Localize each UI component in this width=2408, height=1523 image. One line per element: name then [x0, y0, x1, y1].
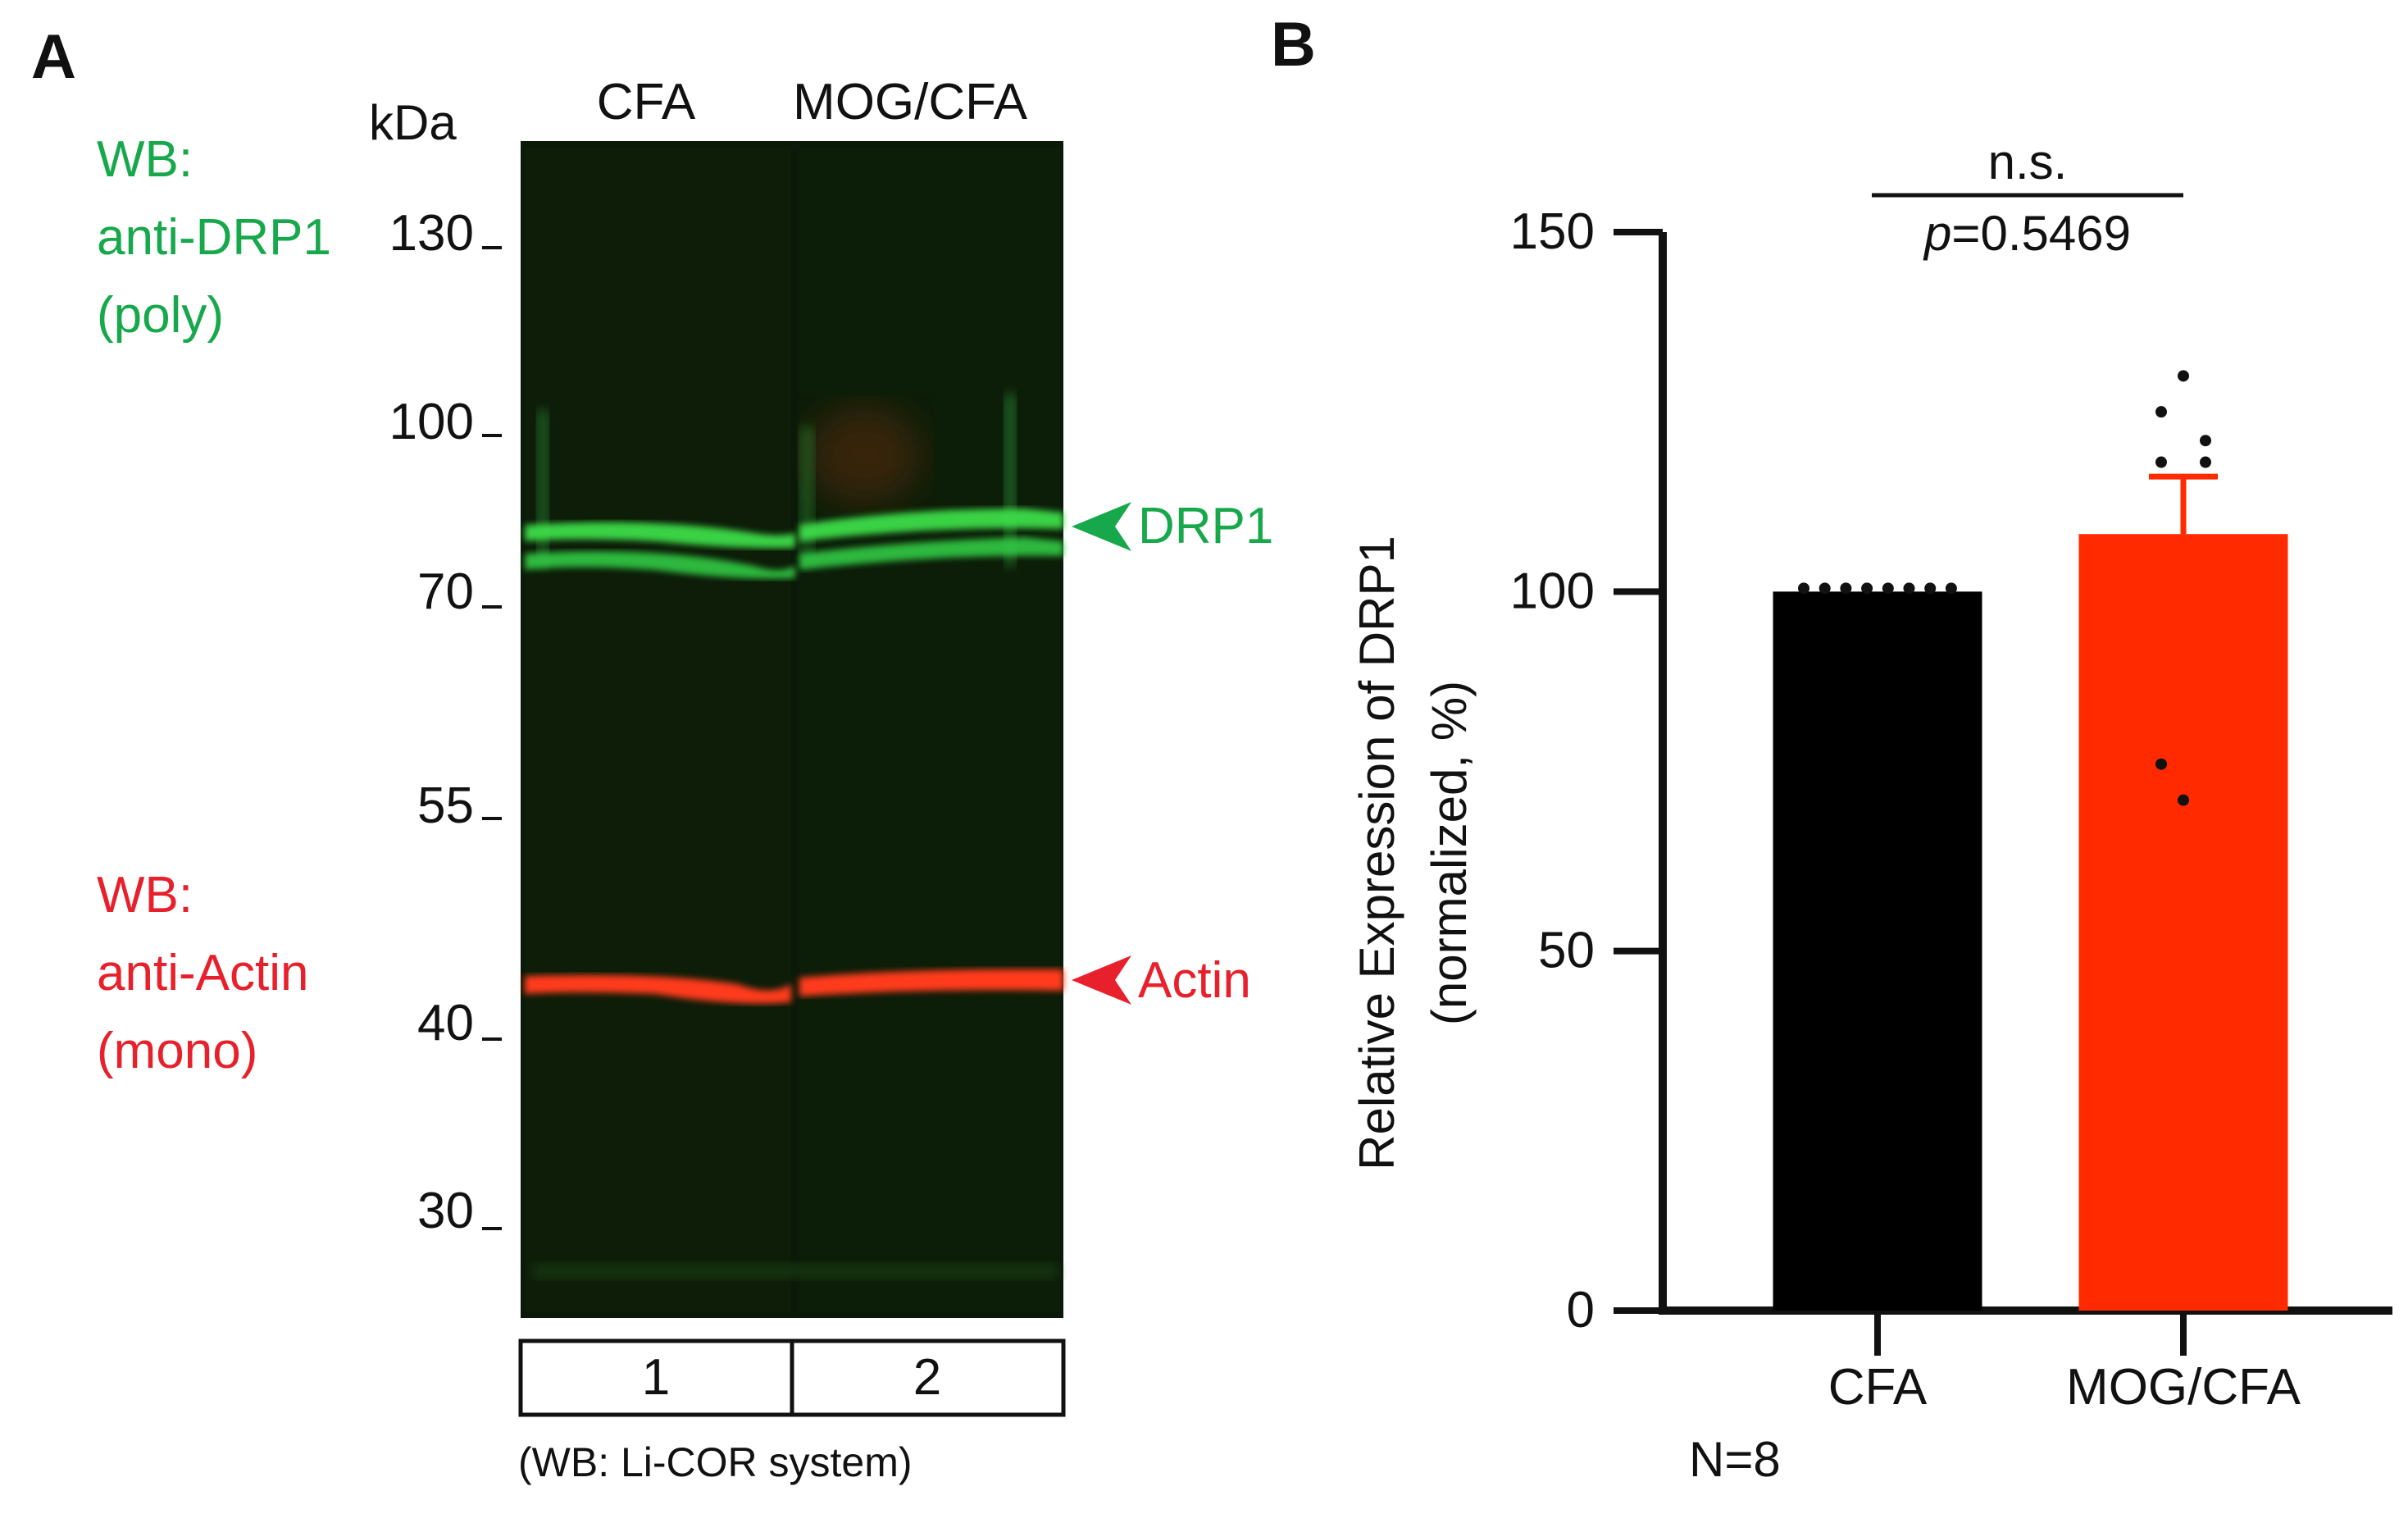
x-axis-ticks: CFA MOG/CFA: [1828, 1311, 2301, 1416]
p-value-label: p=0.5469: [1923, 206, 2131, 261]
data-point-mog-5: [2155, 758, 2167, 770]
lane-header-mog-cfa: MOG/CFA: [793, 74, 1028, 130]
y-tick-label-50: 50: [1538, 923, 1595, 979]
lane-number-1: 1: [642, 1349, 670, 1406]
p-symbol: p: [1923, 206, 1951, 261]
actin-label-line-1: WB:: [97, 867, 193, 923]
data-point-cfa-6: [1924, 582, 1937, 595]
marker-55: 55: [417, 777, 474, 834]
p-value: =0.5469: [1951, 206, 2131, 261]
marker-70: 70: [417, 563, 474, 620]
y-axis-label-line-1: Relative Expression of DRP1: [1350, 536, 1404, 1170]
data-points: [1798, 370, 2211, 806]
actin-arrow-label: Actin: [1138, 952, 1251, 1009]
data-point-mog-1: [2155, 406, 2167, 418]
data-point-mog-2: [2200, 435, 2211, 447]
data-point-mog-0: [2178, 370, 2189, 382]
kda-label: kDa: [369, 95, 457, 150]
n-label: N=8: [1689, 1432, 1781, 1487]
lane-number-2: 2: [913, 1349, 941, 1406]
system-note: (WB: Li-COR system): [518, 1439, 913, 1485]
drp1-label-line-2: anti-DRP1: [97, 209, 331, 266]
actin-label-line-2: anti-Actin: [97, 945, 308, 1001]
panel-b-label: B: [1271, 10, 1316, 80]
western-blot-image: [521, 141, 1063, 1318]
y-tick-label-100: 100: [1510, 563, 1595, 619]
actin-label-line-3: (mono): [97, 1023, 257, 1079]
lane-header-cfa: CFA: [597, 74, 696, 130]
data-point-cfa-7: [1945, 582, 1957, 595]
molecular-weight-markers: 130 100 70 55 40 30: [389, 205, 502, 1239]
drp1-band: [525, 508, 1063, 579]
drp1-label-line-3: (poly): [97, 287, 224, 344]
marker-130: 130: [389, 205, 474, 262]
lane-number-box: 1 2: [518, 1338, 1066, 1417]
drp1-arrow-label: DRP1: [1138, 498, 1273, 554]
drp1-label-line-1: WB:: [97, 131, 193, 188]
y-tick-label-150: 150: [1510, 203, 1595, 260]
y-axis-label-line-2: (normalized, %): [1422, 681, 1477, 1025]
actin-arrowhead-icon: [1072, 955, 1131, 1005]
chart-b: Relative Expression of DRP1 (normalized,…: [1350, 135, 2392, 1487]
actin-antibody-label: WB: anti-Actin (mono): [97, 867, 308, 1079]
data-point-mog-6: [2178, 794, 2189, 806]
error-bars: [2149, 473, 2218, 535]
drp1-arrowhead-icon: [1072, 502, 1131, 551]
y-axis-ticks: 0 50 100 150: [1510, 203, 1663, 1338]
marker-30: 30: [417, 1183, 474, 1239]
y-tick-label-0: 0: [1567, 1282, 1595, 1338]
data-point-mog-4: [2200, 456, 2211, 468]
bar-cfa: [1773, 591, 1982, 1311]
data-point-cfa-1: [1819, 582, 1831, 595]
drp1-antibody-label: WB: anti-DRP1 (poly): [97, 131, 331, 344]
x-tick-label-1: MOG/CFA: [2066, 1359, 2301, 1416]
actin-band: [525, 969, 1063, 1004]
data-point-mog-3: [2155, 456, 2167, 468]
x-tick-label-0: CFA: [1828, 1359, 1928, 1416]
marker-100: 100: [389, 394, 474, 450]
data-point-cfa-0: [1798, 582, 1809, 595]
bars: [1773, 534, 2288, 1311]
data-point-cfa-5: [1903, 582, 1915, 595]
data-point-cfa-4: [1882, 582, 1894, 595]
significance-label: n.s.: [1988, 135, 2068, 189]
panel-a-label: A: [31, 22, 76, 92]
marker-40: 40: [417, 995, 474, 1051]
bar-mog-cfa: [2078, 534, 2288, 1311]
data-point-cfa-2: [1840, 582, 1852, 595]
data-point-cfa-3: [1861, 582, 1873, 595]
